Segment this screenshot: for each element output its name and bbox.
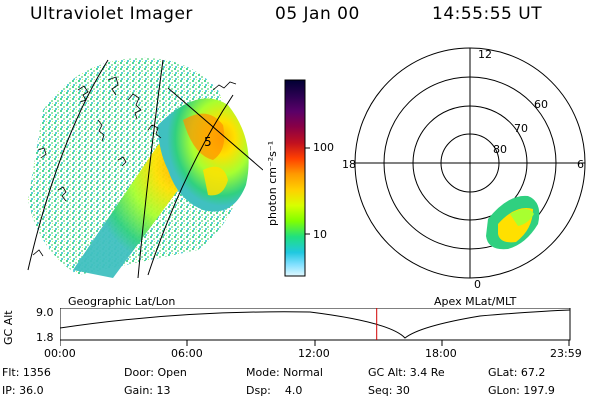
- geo-grid-label: 5: [204, 135, 212, 149]
- timeline-tick-4: 23:59: [550, 347, 582, 360]
- info-gc-alt: GC Alt: 3.4 Re: [368, 366, 445, 379]
- timeline-plot: [60, 308, 571, 346]
- polar-label-12: 12: [478, 48, 492, 61]
- timeline-y-low: 1.8: [36, 331, 54, 344]
- polar-label-70: 70: [514, 122, 528, 135]
- colorbar-unit-label: photon cm⁻²s⁻¹: [266, 141, 279, 226]
- polar-plot: 12 0 18 6 60 70 80: [342, 47, 586, 290]
- timeline-tick-0: 00:00: [44, 347, 76, 360]
- timeline-tick-2: 12:00: [298, 347, 330, 360]
- polar-label-0: 0: [474, 278, 481, 290]
- info-seq: Seq: 30: [368, 384, 410, 397]
- polar-label-18: 18: [342, 158, 356, 171]
- info-dsp: Dsp: 4.0: [246, 384, 303, 397]
- date-readout: 05 Jan 00: [275, 4, 360, 24]
- info-mode: Mode: Normal: [246, 366, 323, 379]
- info-glat: GLat: 67.2: [488, 366, 546, 379]
- info-door: Door: Open: [124, 366, 187, 379]
- timeline-y-high: 9.0: [36, 306, 54, 319]
- timeline-right-caption: Apex MLat/MLT: [434, 295, 517, 308]
- colorbar: photon cm⁻²s⁻¹: [266, 79, 310, 277]
- info-ip: IP: 36.0: [2, 384, 44, 397]
- geo-grid-lines: [27, 59, 263, 279]
- info-glon: GLon: 197.9: [488, 384, 555, 397]
- timeline-left-caption: Geographic Lat/Lon: [68, 295, 176, 308]
- polar-label-80: 80: [493, 143, 507, 156]
- timeline-tick-1: 06:00: [171, 347, 203, 360]
- coastlines: [32, 76, 237, 257]
- altitude-curve: [60, 309, 571, 339]
- polar-label-60: 60: [534, 98, 548, 111]
- polar-label-6: 6: [577, 158, 584, 171]
- polar-aurora-patch: [486, 195, 540, 250]
- colorbar-tick-10: 10: [313, 228, 327, 241]
- app-title: Ultraviolet Imager: [30, 4, 193, 24]
- info-gain: Gain: 13: [124, 384, 171, 397]
- colorbar-tick-100: 100: [313, 141, 334, 154]
- geographic-image-panel: 5: [27, 57, 263, 279]
- timeline-axis-label: GC Alt: [2, 310, 15, 345]
- timeline-tick-3: 18:00: [425, 347, 457, 360]
- info-flight: Flt: 1356: [2, 366, 51, 379]
- time-readout: 14:55:55 UT: [432, 4, 543, 24]
